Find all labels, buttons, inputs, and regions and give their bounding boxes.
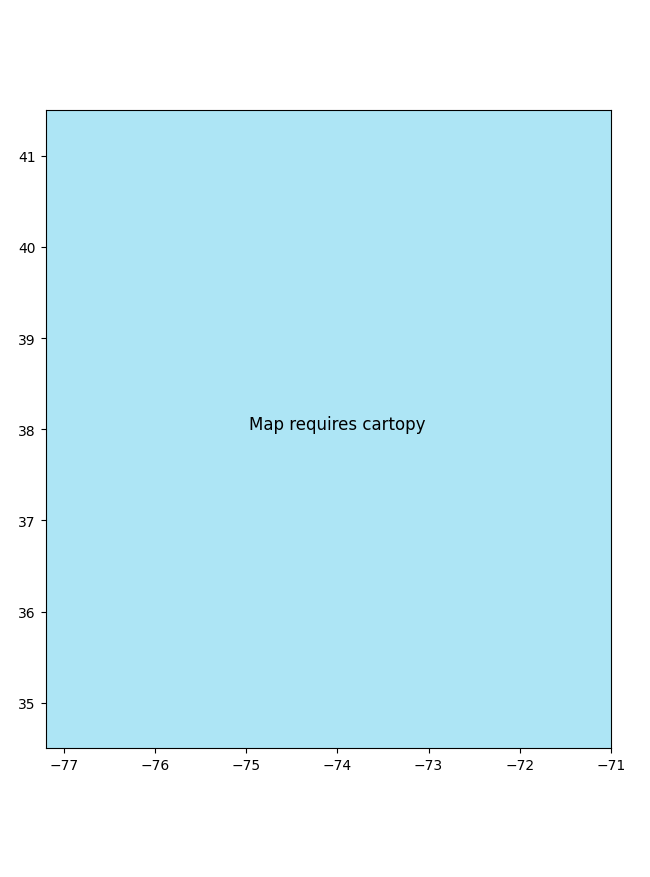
Text: Map requires cartopy: Map requires cartopy xyxy=(249,416,426,434)
